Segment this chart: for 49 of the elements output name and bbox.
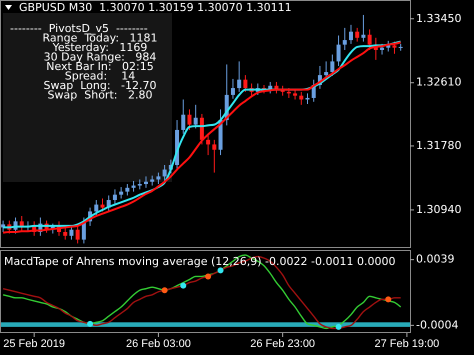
- candlestick: [330, 54, 334, 76]
- x-tick-label: 25 Feb 2019: [3, 338, 66, 350]
- candlestick: [237, 60, 242, 92]
- candlestick: [306, 92, 310, 105]
- candlestick: [94, 200, 98, 217]
- candlestick: [69, 225, 74, 240]
- y-tick-label: 1.32610: [416, 76, 462, 89]
- y-tick-label: 1.31780: [416, 138, 462, 152]
- x-tick-label: 26 Feb 23:00: [250, 338, 316, 350]
- point: [218, 267, 224, 274]
- candlestick: [286, 88, 291, 98]
- candlestick: [348, 24, 353, 44]
- candlestick: [336, 35, 341, 66]
- candlestick: [299, 91, 304, 106]
- y-tick-label: 1.30940: [416, 202, 462, 216]
- candlestick: [181, 98, 186, 134]
- candlestick: [162, 164, 167, 182]
- point: [336, 324, 342, 330]
- point: [87, 320, 94, 327]
- candlestick: [380, 43, 384, 56]
- candlestick: [125, 184, 130, 196]
- x-tick-label: 27 Feb 19:00: [374, 338, 440, 350]
- point: [162, 287, 168, 294]
- point: [385, 296, 392, 302]
- annotation: Swap Short: 2.80: [48, 88, 152, 102]
- y-tick-label: 0.0039: [416, 252, 454, 266]
- candlestick: [187, 108, 192, 130]
- candlestick: [156, 172, 160, 185]
- candlestick: [206, 133, 210, 156]
- y-tick-label: -0.0004: [416, 318, 458, 332]
- candlestick: [243, 74, 248, 92]
- candlestick: [112, 188, 117, 204]
- point: [180, 282, 186, 289]
- candlestick: [119, 186, 124, 199]
- candlestick: [138, 178, 142, 190]
- candlestick: [361, 14, 366, 42]
- point: [205, 273, 212, 280]
- y-tick-label: 1.33450: [416, 12, 462, 25]
- candlestick: [355, 27, 360, 42]
- chart-title: GBPUSD M30 1.30070 1.30159 1.30070 1.30111: [19, 1, 292, 14]
- candlestick: [100, 198, 104, 212]
- candlestick: [230, 78, 235, 100]
- x-tick-label: 26 Feb 03:00: [126, 338, 191, 350]
- candlestick: [212, 139, 216, 174]
- candlestick: [324, 60, 328, 80]
- candlestick: [342, 27, 347, 50]
- candlestick: [194, 104, 198, 129]
- candlestick: [144, 176, 148, 188]
- candlestick: [132, 180, 136, 192]
